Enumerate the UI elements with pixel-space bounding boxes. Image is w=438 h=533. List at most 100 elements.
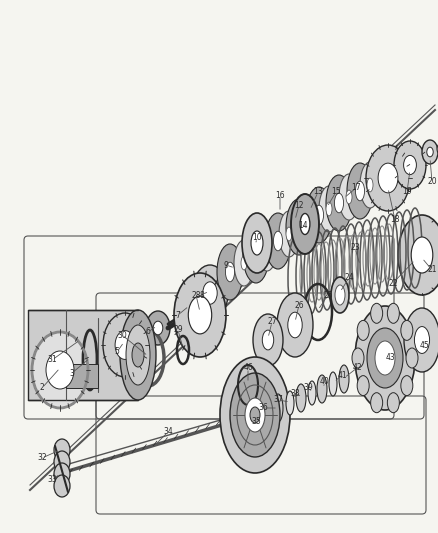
Text: 31: 31 [47, 356, 57, 365]
Ellipse shape [291, 194, 319, 254]
Ellipse shape [335, 285, 345, 305]
Ellipse shape [32, 332, 88, 408]
Ellipse shape [414, 327, 430, 353]
Ellipse shape [246, 400, 264, 430]
Text: 34: 34 [163, 427, 173, 437]
Bar [28, 310, 138, 400]
Ellipse shape [398, 215, 438, 295]
Ellipse shape [241, 256, 247, 270]
Ellipse shape [319, 186, 339, 232]
Ellipse shape [329, 372, 337, 396]
Text: 12: 12 [294, 200, 304, 209]
Ellipse shape [286, 391, 294, 415]
Text: 37: 37 [273, 395, 283, 405]
Ellipse shape [273, 394, 283, 422]
Ellipse shape [54, 451, 70, 473]
Ellipse shape [188, 296, 212, 334]
Ellipse shape [371, 335, 399, 382]
Text: 22: 22 [388, 279, 398, 287]
Ellipse shape [394, 141, 426, 189]
Ellipse shape [403, 156, 417, 175]
Text: 9: 9 [223, 261, 229, 270]
Ellipse shape [339, 174, 359, 220]
Ellipse shape [306, 214, 312, 228]
Ellipse shape [427, 147, 433, 157]
Text: 39: 39 [303, 384, 313, 392]
Ellipse shape [356, 181, 364, 201]
Ellipse shape [357, 320, 369, 341]
Text: 23: 23 [350, 244, 360, 253]
Text: 6: 6 [145, 327, 150, 336]
Ellipse shape [245, 398, 265, 432]
Ellipse shape [317, 375, 327, 403]
Text: 13: 13 [313, 188, 323, 197]
Ellipse shape [401, 320, 413, 341]
Ellipse shape [326, 175, 352, 231]
Ellipse shape [262, 330, 274, 350]
Ellipse shape [192, 265, 228, 321]
Text: 19: 19 [402, 188, 412, 197]
Ellipse shape [54, 463, 70, 485]
Ellipse shape [306, 187, 332, 243]
Ellipse shape [115, 330, 135, 359]
Ellipse shape [46, 351, 74, 389]
Ellipse shape [335, 193, 343, 213]
Ellipse shape [404, 308, 438, 372]
Ellipse shape [371, 393, 383, 413]
Ellipse shape [360, 162, 380, 208]
Text: 16: 16 [275, 190, 285, 199]
Ellipse shape [132, 343, 144, 367]
Ellipse shape [437, 144, 438, 154]
Text: 5: 5 [115, 348, 120, 357]
Ellipse shape [277, 293, 313, 357]
Ellipse shape [308, 381, 316, 405]
Ellipse shape [253, 314, 283, 366]
Ellipse shape [387, 303, 399, 324]
Ellipse shape [217, 244, 243, 300]
Text: 41: 41 [337, 370, 347, 379]
Ellipse shape [279, 211, 299, 257]
Text: 35: 35 [251, 417, 261, 426]
Text: 26: 26 [294, 301, 304, 310]
Text: 24: 24 [344, 273, 354, 282]
Ellipse shape [371, 303, 383, 324]
Text: 29: 29 [173, 326, 183, 335]
Text: 36: 36 [258, 403, 268, 413]
Ellipse shape [257, 225, 277, 271]
Text: 28: 28 [191, 290, 201, 300]
Ellipse shape [294, 217, 304, 237]
Text: 10: 10 [252, 233, 262, 243]
Ellipse shape [273, 231, 283, 251]
Ellipse shape [300, 214, 310, 235]
Ellipse shape [326, 202, 332, 216]
Ellipse shape [120, 310, 156, 400]
Ellipse shape [243, 227, 269, 283]
Ellipse shape [103, 313, 147, 377]
Text: 46: 46 [243, 364, 253, 373]
Ellipse shape [126, 325, 150, 385]
Ellipse shape [422, 140, 438, 164]
Ellipse shape [367, 178, 373, 192]
Text: 27: 27 [267, 318, 277, 327]
Ellipse shape [346, 190, 352, 204]
Ellipse shape [331, 277, 349, 313]
Ellipse shape [286, 199, 312, 255]
Text: 17: 17 [351, 183, 361, 192]
Text: 40: 40 [320, 377, 330, 386]
Ellipse shape [314, 205, 324, 225]
Ellipse shape [265, 213, 291, 269]
Text: 14: 14 [298, 222, 308, 230]
Text: 21: 21 [427, 265, 437, 274]
Ellipse shape [220, 357, 290, 473]
Ellipse shape [299, 198, 319, 244]
Ellipse shape [288, 312, 302, 338]
Text: 38: 38 [290, 389, 300, 398]
Ellipse shape [352, 348, 364, 368]
Ellipse shape [401, 376, 413, 395]
Ellipse shape [387, 393, 399, 413]
Ellipse shape [411, 237, 433, 273]
Ellipse shape [251, 231, 263, 255]
Ellipse shape [203, 282, 217, 304]
Ellipse shape [230, 373, 280, 457]
Text: 43: 43 [385, 353, 395, 362]
